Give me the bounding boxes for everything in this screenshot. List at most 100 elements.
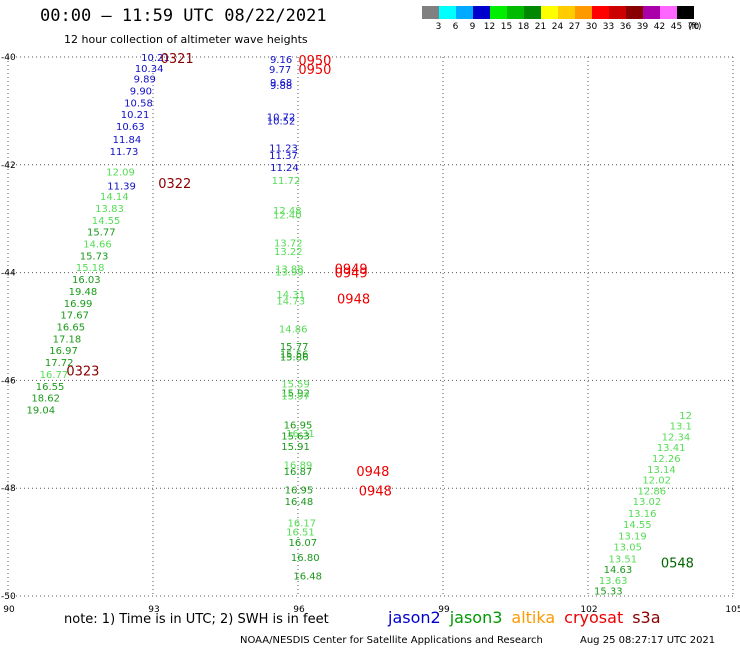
wave-height-point: 14.55 [92,216,121,227]
wave-height-point: 15.86 [280,353,309,364]
wave-height-point: 17.67 [60,311,89,322]
colorbar-label: 27 [568,22,581,32]
wave-height-point: 9.90 [130,86,152,97]
wave-height-point: 16.97 [49,346,78,357]
colorbar-label: 9 [469,22,476,32]
wave-height-point: 11.24 [270,163,299,174]
x-tick-label: 90 [3,605,15,615]
wave-height-point: 16.65 [57,323,86,334]
x-tick-label: 105 [725,605,740,615]
wave-height-point: 16.48 [293,572,322,583]
y-tick-label: -46 [1,376,16,386]
wave-height-point: 13.14 [647,465,676,476]
wave-height-point: 10.21 [121,110,150,121]
wave-height-point: 11.84 [113,135,142,146]
wave-height-point: 16.31 [286,429,315,440]
wave-height-point: 14.31 [276,290,305,301]
wave-height-point: 15.63 [281,431,310,442]
colorbar-label: 30 [585,22,598,32]
wave-height-point: 15.77 [280,342,309,353]
pass-time-label: 0950 [298,63,331,78]
wave-height-point: 13.22 [274,247,303,258]
colorbar-swatch-21 [524,6,541,19]
wave-height-point: 16.51 [286,527,315,538]
wave-height-point: 16.89 [284,460,313,471]
footnote: note: 1) Time is in UTC; 2) SWH is in fe… [64,612,329,627]
wave-height-point: 9.88 [270,81,292,92]
wave-height-point: 15.92 [281,388,310,399]
pass-time-label: 0949 [335,262,368,277]
colorbar-swatch-42 [643,6,660,19]
colorbar-swatch-9 [456,6,473,19]
colorbar-swatch-3 [422,6,439,19]
y-tick-label: -50 [1,592,16,602]
wave-height-point: 16.17 [288,519,317,530]
wave-height-point: 11.39 [107,181,136,192]
wave-height-point: 15.56 [280,349,309,360]
wave-height-point: 19.04 [27,406,56,417]
wave-height-point: 10.58 [124,98,153,109]
y-tick-label: -44 [1,269,16,279]
chart-subtitle: 12 hour collection of altimeter wave hei… [64,33,308,46]
wave-height-point: 10.21 [141,53,170,64]
colorbar-label: 45 [670,22,683,32]
legend-s3a: s3a [632,608,661,627]
colorbar-unit: (ft) [688,22,702,32]
wave-height-point: 13.51 [608,554,637,565]
colorbar-swatch-30 [575,6,592,19]
colorbar-label: 24 [551,22,564,32]
wave-height-point: 14.63 [604,565,633,576]
wave-height-point: 9.89 [134,75,156,86]
pass-time-label: 0949 [335,267,368,282]
y-tick-label: -40 [1,53,16,63]
wave-height-point: 10.34 [135,64,164,75]
colorbar-label: 12 [483,22,496,32]
wave-height-point: 12.40 [273,210,302,221]
x-tick-label: 102 [580,605,597,615]
wave-height-point: 13.05 [613,542,642,553]
colorbar-swatch-15 [490,6,507,19]
wave-height-point: 17.72 [45,358,74,369]
wave-height-point: 12.34 [662,432,691,443]
wave-height-point: 11.72 [272,176,301,187]
colorbar-label: 21 [534,22,547,32]
wave-height-point: 11.37 [269,151,298,162]
wave-height-point: 12.02 [642,476,671,487]
wave-height-point: 13.99 [275,268,304,279]
pass-time-label: 0948 [356,465,389,480]
pass-time-label: 0948 [359,484,392,499]
wave-height-point: 18.62 [31,394,60,405]
colorbar-swatch-27 [558,6,575,19]
colorbar-swatch-39 [626,6,643,19]
colorbar-swatch-12 [473,6,490,19]
wave-height-point: 12.48 [273,206,302,217]
colorbar-swatch-6 [439,6,456,19]
wave-height-point: 15.73 [80,251,109,262]
wave-height-point: 10.52 [267,117,296,128]
wave-height-point: 17.18 [53,334,82,345]
y-tick-label: -42 [1,161,16,171]
pass-time-label: 0322 [158,177,191,192]
wave-height-point: 13.16 [628,509,657,520]
colorbar-swatch-18 [507,6,524,19]
wave-height-point: 15.91 [281,442,310,453]
pass-time-label: 0321 [161,52,194,67]
y-tick-label: -48 [1,484,16,494]
colorbar-swatch-33 [592,6,609,19]
wave-height-point: 15.18 [76,263,105,274]
wave-height-point: 16.55 [36,382,65,393]
colorbar-label: 36 [619,22,632,32]
wave-height-point: 16.87 [284,467,313,478]
colorbar-swatch-70 [677,6,694,19]
colorbar-label: 39 [636,22,649,32]
wave-height-point: 10.63 [116,122,145,133]
wave-height-point: 13.1 [670,422,692,433]
chart-title: 00:00 – 11:59 UTC 08/22/2021 [40,6,327,26]
wave-height-point: 15.59 [281,380,310,391]
colorbar-label: 6 [452,22,459,32]
wave-height-point: 14.55 [623,520,652,531]
wave-height-point: 13.41 [657,443,686,454]
colorbar-swatch-24 [541,6,558,19]
legend-cryosat: cryosat [564,608,624,627]
wave-height-point: 16.80 [291,553,320,564]
